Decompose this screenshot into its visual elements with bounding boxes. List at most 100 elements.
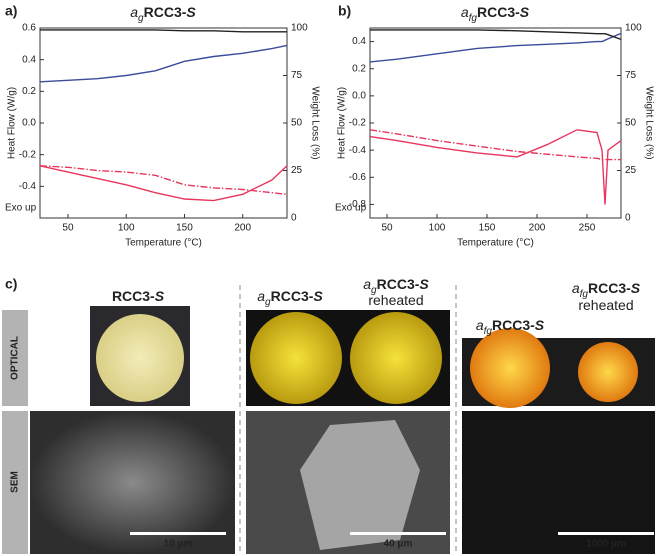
y2-tick-label: 0 bbox=[625, 213, 631, 224]
sample-dish bbox=[578, 342, 638, 402]
y-tick-label: 0.0 bbox=[22, 118, 36, 129]
x-tick-label: 100 bbox=[429, 223, 446, 234]
text-segment: a bbox=[572, 280, 580, 296]
x-tick-label: 50 bbox=[62, 223, 74, 234]
data-line bbox=[369, 32, 622, 63]
text-segment: g bbox=[265, 297, 271, 308]
y-tick-label: -0.4 bbox=[349, 145, 367, 156]
x-axis-title: Temperature (°C) bbox=[457, 238, 534, 249]
sample-dish bbox=[350, 312, 442, 404]
scale-bar bbox=[350, 532, 446, 535]
text-segment: RCC3- bbox=[477, 4, 520, 20]
text-segment: g bbox=[138, 13, 144, 24]
text-segment: RCC3- bbox=[492, 317, 535, 333]
sem-photo bbox=[30, 411, 235, 554]
scale-bar bbox=[558, 532, 654, 535]
x-tick-label: 250 bbox=[579, 223, 596, 234]
plot-frame bbox=[369, 27, 622, 219]
y2-tick-label: 75 bbox=[625, 70, 637, 81]
y-axis-title: Heat Flow (W/g) bbox=[337, 87, 348, 159]
y2-tick-label: 25 bbox=[625, 165, 637, 176]
text-segment: S bbox=[419, 276, 429, 292]
scale-bar bbox=[130, 532, 226, 535]
sample-dish bbox=[250, 312, 342, 404]
panel-label: a) bbox=[5, 3, 17, 19]
text-segment: S bbox=[186, 4, 196, 20]
text-segment: a bbox=[461, 4, 469, 20]
y2-tick-label: 50 bbox=[291, 118, 303, 129]
sem-photo bbox=[462, 411, 655, 554]
row-label-box bbox=[2, 310, 28, 406]
annotation: Exo up bbox=[5, 203, 37, 214]
y-tick-label: 0.6 bbox=[22, 23, 36, 34]
text-segment: S bbox=[520, 4, 530, 20]
text-segment: S bbox=[535, 317, 545, 333]
y-tick-label: -0.6 bbox=[349, 172, 367, 183]
y2-tick-label: 100 bbox=[291, 23, 308, 34]
y-tick-label: 0.2 bbox=[352, 63, 366, 74]
text-segment: fg bbox=[580, 289, 589, 300]
sample-dish bbox=[470, 328, 550, 408]
data-line bbox=[39, 165, 288, 195]
y-tick-label: -0.4 bbox=[19, 181, 37, 192]
x-tick-label: 200 bbox=[234, 223, 251, 234]
x-tick-label: 150 bbox=[479, 223, 496, 234]
y2-tick-label: 75 bbox=[291, 70, 303, 81]
chart-title: agRCC3-S bbox=[130, 4, 196, 24]
y2-tick-label: 0 bbox=[291, 213, 297, 224]
y2-tick-label: 25 bbox=[291, 165, 303, 176]
column-header: agRCC3-S bbox=[257, 288, 323, 308]
x-axis-title: Temperature (°C) bbox=[125, 238, 202, 249]
panel-label: c) bbox=[5, 276, 17, 292]
sem-particle bbox=[300, 420, 420, 550]
text-segment: RCC3- bbox=[588, 280, 631, 296]
x-tick-label: 50 bbox=[381, 223, 393, 234]
chart-title: afgRCC3-S bbox=[461, 4, 530, 24]
row-label: OPTICAL bbox=[10, 336, 21, 380]
column-header: reheated bbox=[368, 292, 423, 308]
text-segment: a bbox=[257, 288, 265, 304]
y-tick-label: 0.2 bbox=[22, 86, 36, 97]
photo-layout bbox=[2, 285, 655, 554]
data-line bbox=[39, 165, 288, 202]
y-tick-label: 0.0 bbox=[352, 90, 366, 101]
data-line bbox=[369, 129, 621, 161]
text-segment: RCC3- bbox=[271, 288, 314, 304]
x-tick-label: 200 bbox=[529, 223, 546, 234]
text-segment: S bbox=[313, 288, 323, 304]
text-segment: S bbox=[155, 288, 165, 304]
y2-tick-label: 100 bbox=[625, 23, 642, 34]
column-header: RCC3-S bbox=[112, 288, 165, 304]
text-segment: S bbox=[631, 280, 641, 296]
y-tick-label: 0.4 bbox=[352, 36, 366, 47]
column-header: afgRCC3-S bbox=[572, 280, 641, 300]
scale-bar-label: 1000 μm bbox=[586, 539, 626, 550]
text-segment: RCC3- bbox=[144, 4, 187, 20]
scale-bar-label: 10 μm bbox=[164, 539, 193, 550]
data-line bbox=[39, 44, 288, 83]
column-header: reheated bbox=[578, 297, 633, 313]
data-line bbox=[369, 129, 622, 205]
y2-axis-title: Weight Loss (%) bbox=[309, 86, 320, 159]
text-segment: reheated bbox=[578, 297, 633, 313]
data-line bbox=[370, 29, 622, 41]
y-tick-label: 0.4 bbox=[22, 54, 36, 65]
text-segment: reheated bbox=[368, 292, 423, 308]
sample-dish bbox=[96, 314, 184, 402]
y-tick-label: -0.2 bbox=[19, 149, 37, 160]
y-tick-label: -0.2 bbox=[349, 118, 367, 129]
text-segment: RCC3- bbox=[377, 276, 420, 292]
text-segment: a bbox=[476, 317, 484, 333]
text-segment: fg bbox=[484, 326, 493, 337]
scale-bar-label: 40 μm bbox=[384, 539, 413, 550]
text-segment: a bbox=[363, 276, 371, 292]
y-axis-title: Heat Flow (W/g) bbox=[7, 87, 18, 159]
text-segment: fg bbox=[469, 13, 478, 24]
text-segment: a bbox=[130, 4, 138, 20]
text-segment: RCC3- bbox=[112, 288, 155, 304]
y2-axis-title: Weight Loss (%) bbox=[643, 86, 654, 159]
row-label: SEM bbox=[10, 471, 21, 493]
column-header: agRCC3-S bbox=[363, 276, 429, 296]
annotation: Exo up bbox=[335, 203, 367, 214]
